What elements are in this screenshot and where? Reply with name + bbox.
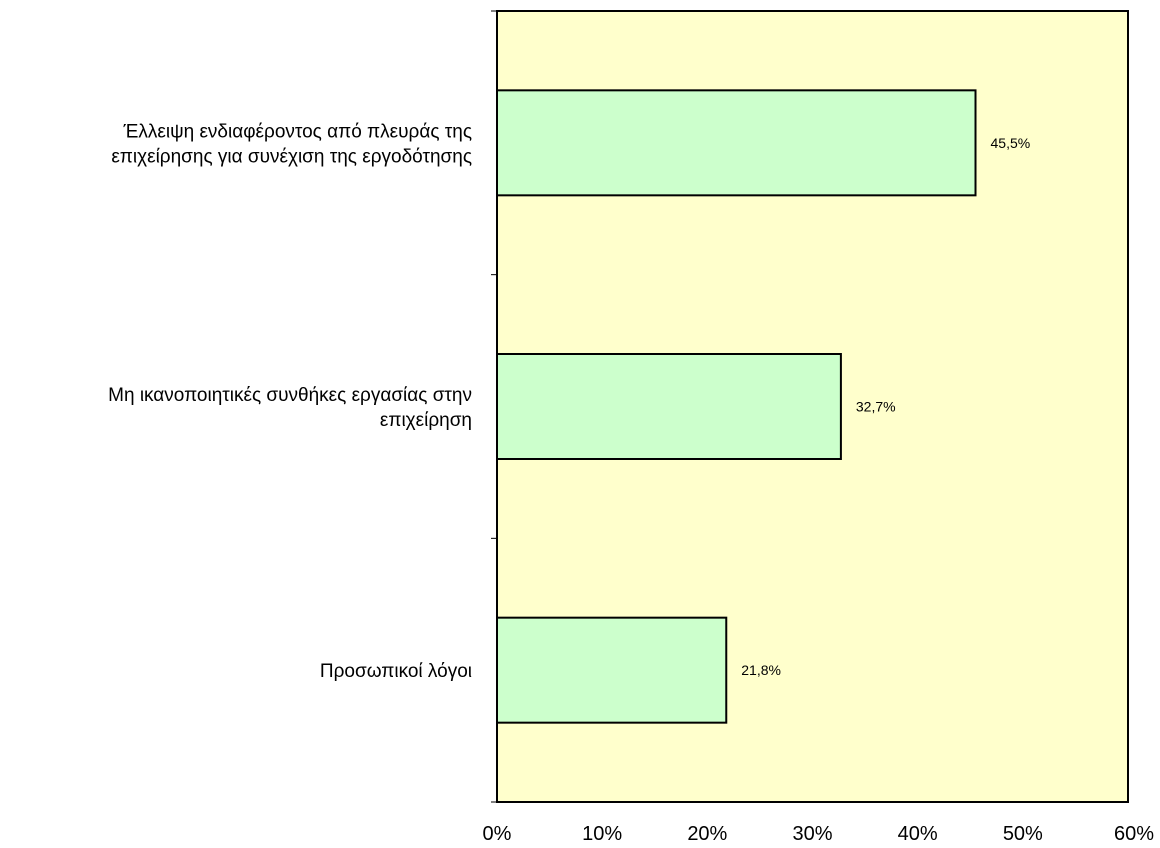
data-label: 32,7% [856, 399, 896, 415]
bar [496, 89, 977, 197]
x-tick-label: 10% [582, 823, 622, 845]
category-label: Μη ικανοποιητικές συνθήκες εργασίας στην [108, 385, 472, 406]
data-label: 45,5% [991, 135, 1031, 151]
data-label: 21,8% [741, 662, 781, 678]
bar [496, 353, 842, 460]
x-tick-label: 30% [792, 823, 832, 845]
category-label: Προσωπικοί λόγοι [320, 661, 472, 682]
bar [496, 616, 728, 724]
category-label: επιχείρηση [380, 410, 472, 431]
x-tick-label: 60% [1114, 823, 1154, 845]
x-tick-label: 50% [1003, 823, 1043, 845]
x-tick-label: 40% [898, 823, 938, 845]
x-tick-label: 0% [483, 823, 512, 845]
x-tick-label: 20% [687, 823, 727, 845]
category-label: επιχείρησης για συνέχιση της εργοδότησης [111, 146, 472, 167]
category-label: Έλλειψη ενδιαφέροντος από πλευράς της [122, 121, 472, 142]
